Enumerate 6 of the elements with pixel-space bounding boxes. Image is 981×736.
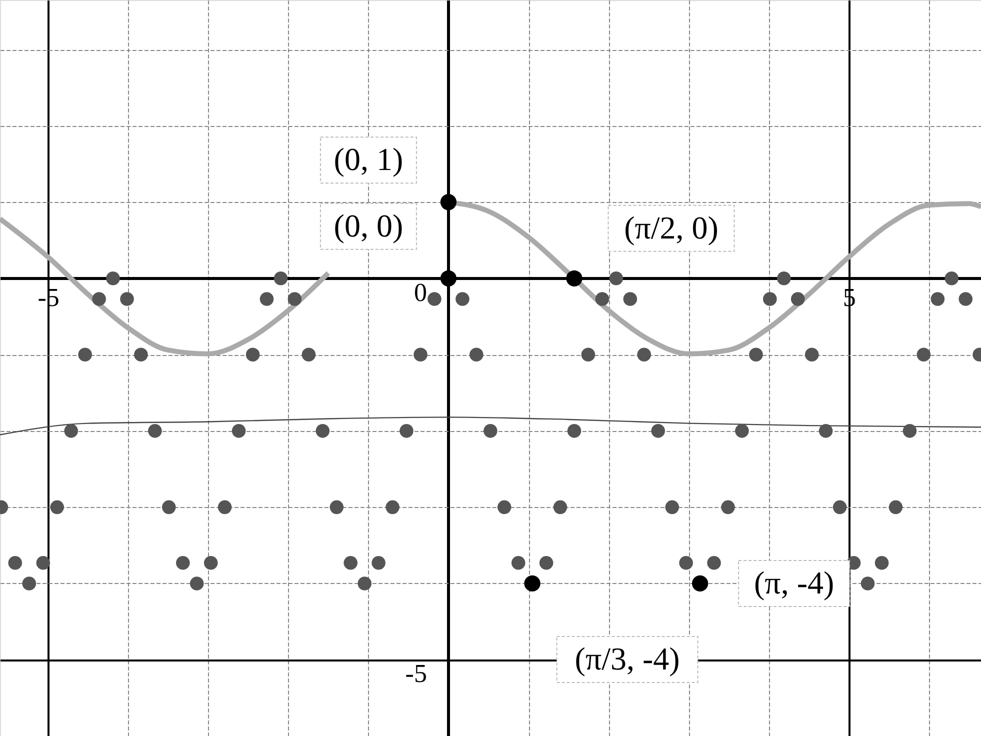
annotation: (0, 0) bbox=[334, 207, 404, 244]
y-tick-label: 0 bbox=[414, 278, 427, 307]
annotation: (π/2, 0) bbox=[624, 209, 718, 246]
annotation: (π/3, -4) bbox=[574, 640, 680, 676]
annotation: (0, 1) bbox=[334, 141, 404, 178]
annotation: (π, -4) bbox=[754, 564, 834, 600]
